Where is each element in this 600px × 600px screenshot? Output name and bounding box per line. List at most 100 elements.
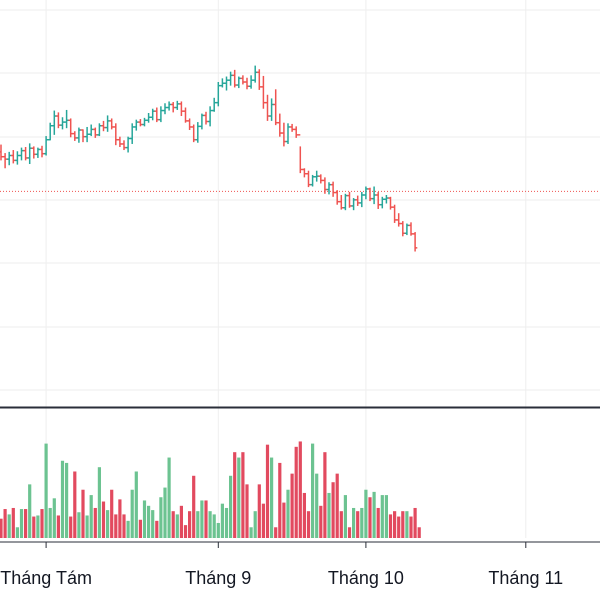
tick-label: Tháng 11 xyxy=(488,568,563,588)
volume-bar xyxy=(343,495,347,538)
ohlc-bar xyxy=(404,223,410,236)
volume-bar xyxy=(413,507,417,538)
volume-bar xyxy=(163,487,167,538)
volume-bar xyxy=(212,514,216,538)
ohlc-bar xyxy=(310,174,315,187)
ohlc-bar xyxy=(138,119,143,127)
volume-bar xyxy=(32,516,36,538)
ohlc-bar xyxy=(175,100,180,110)
volume-bar xyxy=(352,507,356,538)
ohlc-bar xyxy=(388,196,393,210)
ohlc-bar xyxy=(228,71,233,86)
volume-bar xyxy=(376,507,380,538)
ohlc-bar xyxy=(396,213,401,227)
ohlc-bar xyxy=(220,78,225,88)
ohlc-bar xyxy=(68,118,73,138)
volume-bar xyxy=(294,446,298,538)
ohlc-bar xyxy=(191,124,196,143)
ohlc-bar xyxy=(335,190,340,205)
volume-bar xyxy=(77,512,81,538)
volume-bar xyxy=(93,507,97,538)
volume-bar xyxy=(60,460,65,538)
volume-bar xyxy=(114,514,118,538)
volume-bar xyxy=(302,492,306,538)
volume-bar xyxy=(286,489,290,538)
volume-bar xyxy=(372,491,376,538)
ohlc-bar xyxy=(294,126,299,138)
volume-bar xyxy=(3,509,7,538)
volume-bar xyxy=(48,507,52,538)
grid xyxy=(0,0,600,538)
ohlc-bar xyxy=(277,113,282,137)
volume-bar xyxy=(282,502,286,538)
volume-bar xyxy=(138,519,142,538)
volume-bar xyxy=(0,518,3,538)
volume-bar xyxy=(380,495,384,538)
ohlc-bar xyxy=(11,150,16,164)
ohlc-bar xyxy=(146,112,151,123)
ohlc-bar xyxy=(121,140,127,151)
volume-bar xyxy=(142,500,147,538)
volume-bar xyxy=(216,522,220,538)
ohlc-bar xyxy=(130,123,135,144)
volume-bar xyxy=(364,489,368,538)
volume-bar xyxy=(339,511,343,538)
ohlc-bar xyxy=(306,170,311,188)
ohlc-bar xyxy=(150,108,155,121)
ohlc-bar xyxy=(179,101,184,117)
ohlc-bar xyxy=(158,106,164,123)
volume-bar xyxy=(126,520,130,538)
ohlc-bar xyxy=(134,119,139,131)
volume-bar xyxy=(417,527,421,538)
volume-bar xyxy=(311,443,315,538)
ohlc-bar xyxy=(285,123,291,144)
ohlc-bar xyxy=(89,124,94,137)
ohlc-bar xyxy=(367,187,373,202)
volume-bar xyxy=(36,515,40,538)
ohlc-bar xyxy=(199,113,205,130)
ohlc-bar xyxy=(232,69,237,88)
volume-bar xyxy=(196,511,200,538)
volume-bar xyxy=(183,525,188,538)
volume-bar xyxy=(257,484,261,538)
ohlc-bar xyxy=(253,65,258,83)
tick-label: Tháng Tám xyxy=(0,568,92,588)
ohlc-bar xyxy=(244,77,250,90)
volume-bar xyxy=(175,514,179,538)
volume-bar xyxy=(24,509,28,538)
volume-bar xyxy=(106,510,110,538)
volume-bar xyxy=(200,500,204,538)
ohlc-bar xyxy=(203,111,209,125)
volume-bar xyxy=(134,471,138,538)
ohlc-bar xyxy=(236,76,241,89)
ohlc-bar xyxy=(273,89,278,126)
volume-bar xyxy=(360,507,364,538)
ohlc-bar xyxy=(113,123,118,146)
volume-bar xyxy=(188,511,192,538)
volume-bar xyxy=(245,484,249,538)
volume-bar xyxy=(270,457,274,538)
ohlc-bar xyxy=(216,82,221,107)
volume-bar xyxy=(52,498,56,538)
time-axis: Tháng Tám Tháng 9 Tháng 10 Tháng 11 xyxy=(0,542,563,588)
volume-bar xyxy=(331,482,335,538)
volume-bars xyxy=(0,441,421,538)
volume-bar xyxy=(347,527,352,538)
ohlc-bar xyxy=(64,109,69,129)
ohlc-bar xyxy=(302,168,307,178)
volume-bar xyxy=(335,473,339,538)
ohlc-bar xyxy=(343,193,348,211)
volume-bar xyxy=(28,484,32,538)
volume-bar xyxy=(319,505,323,538)
volume-bar xyxy=(81,489,85,538)
ohlc-bar xyxy=(97,123,102,137)
ohlc-bar xyxy=(35,147,41,158)
ohlc-bar xyxy=(52,110,57,135)
volume-bar xyxy=(171,511,175,538)
ohlc-bar xyxy=(48,122,53,141)
ohlc-bar xyxy=(166,101,172,111)
volume-bar xyxy=(40,509,44,538)
ohlc-bar xyxy=(39,145,45,158)
volume-bar xyxy=(237,457,241,538)
ohlc-bar xyxy=(392,204,397,223)
